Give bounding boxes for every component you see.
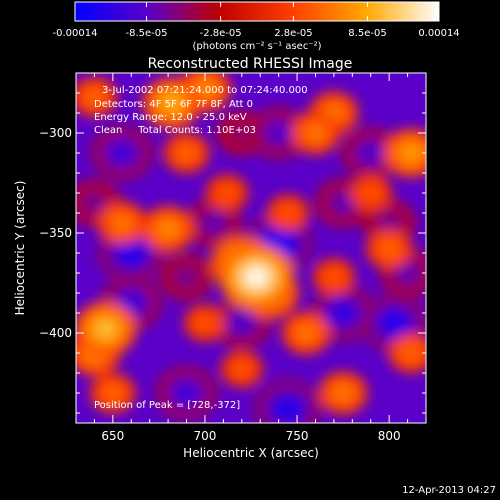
- footer-timestamp: 12-Apr-2013 04:27: [402, 485, 496, 496]
- y-axis-label: Heliocentric Y (arcsec): [13, 181, 27, 316]
- x-tick-label: 700: [193, 429, 216, 443]
- heatmap-source: [98, 322, 113, 336]
- annotation-detectors: Detectors: 4F 5F 6F 7F 8F, Att 0: [94, 99, 253, 110]
- y-tick-label: −400: [39, 326, 72, 340]
- heatmap-source: [381, 216, 398, 230]
- heatmap-source: [405, 147, 418, 159]
- heatmap-source: [361, 145, 380, 161]
- heatmap-source: [399, 265, 416, 281]
- heatmap-source: [162, 223, 174, 235]
- heatmap-source: [384, 244, 395, 254]
- colorbar-ticks: -0.00014 -8.5e-05 -2.8e-05 2.8e-05 8.5e-05 0.…: [53, 2, 460, 39]
- annotation-block: 3-Jul-2002 07:21:24.000 to 07:24:40.000 …: [94, 85, 308, 136]
- colorbar-tick-label: 0.00014: [418, 28, 459, 39]
- heatmap-source: [384, 313, 406, 333]
- plot-title: Reconstructed RHESSI Image: [148, 56, 353, 72]
- x-tick-label: 750: [286, 429, 309, 443]
- heatmap-source: [234, 126, 250, 140]
- heatmap-source: [112, 144, 132, 162]
- colorbar-gradient: [74, 1, 440, 22]
- x-tick-label: 650: [101, 429, 124, 443]
- heatmap-source: [269, 125, 288, 141]
- heatmap-source: [328, 108, 340, 118]
- heatmap-source: [406, 348, 417, 358]
- heatmap-source: [334, 195, 352, 211]
- heatmap-source: [337, 388, 349, 398]
- peak-position-label: Position of Peak = [728,-372]: [94, 400, 240, 411]
- heatmap-source: [199, 83, 211, 95]
- heatmap-source: [300, 328, 312, 338]
- heatmap-source: [177, 384, 196, 402]
- heatmap-source: [232, 315, 251, 331]
- axis-ticks: 650 700 750 800 −300 −350 −400: [39, 72, 427, 443]
- heatmap-source: [116, 218, 128, 228]
- colorbar-tick-label: 2.8e-05: [274, 28, 312, 39]
- heatmap-source: [333, 304, 353, 322]
- x-tick-label: 800: [378, 429, 401, 443]
- colorbar: -0.00014 -8.5e-05 -2.8e-05 2.8e-05 8.5e-05 0.…: [53, 1, 460, 52]
- plot-frame: [75, 72, 427, 424]
- heatmap-source: [178, 270, 195, 284]
- heatmap-source: [205, 215, 223, 231]
- heatmap-source: [329, 272, 339, 282]
- heatmap-source: [165, 97, 179, 109]
- heatmap-source: [277, 399, 299, 419]
- colorbar-tick-label: -0.00014: [53, 28, 98, 39]
- x-axis-label: Heliocentric X (arcsec): [183, 446, 319, 460]
- colorbar-unit-label: (photons cm⁻² s⁻¹ asec⁻²): [192, 41, 321, 52]
- colorbar-tick-label: -8.5e-05: [126, 28, 168, 39]
- heatmap-source: [237, 364, 247, 374]
- heatmap-source: [107, 388, 118, 398]
- colorbar-tick-label: -2.8e-05: [200, 28, 242, 39]
- heatmap-source: [120, 243, 142, 263]
- annotation-energy-range: Energy Range: 12.0 - 25.0 keV: [94, 112, 247, 123]
- heatmap-source: [283, 208, 293, 218]
- heatmap-source: [121, 294, 141, 312]
- colorbar-tick-label: 8.5e-05: [348, 28, 386, 39]
- y-tick-label: −300: [39, 126, 72, 140]
- heatmap-source: [366, 188, 376, 198]
- heatmap-source: [248, 269, 265, 285]
- heatmap-source: [86, 196, 103, 210]
- annotation-time-range: 3-Jul-2002 07:21:24.000 to 07:24:40.000: [102, 85, 308, 96]
- heatmap-source: [181, 148, 192, 158]
- heatmap-source: [200, 318, 210, 328]
- heatmap-source: [89, 92, 100, 102]
- annotation-clean-counts: Clean Total Counts: 1.10E+03: [94, 125, 256, 136]
- heatmap-source: [222, 188, 232, 198]
- heatmap-image: [76, 73, 426, 423]
- heatmap-source: [310, 128, 321, 138]
- y-tick-label: −350: [39, 226, 72, 240]
